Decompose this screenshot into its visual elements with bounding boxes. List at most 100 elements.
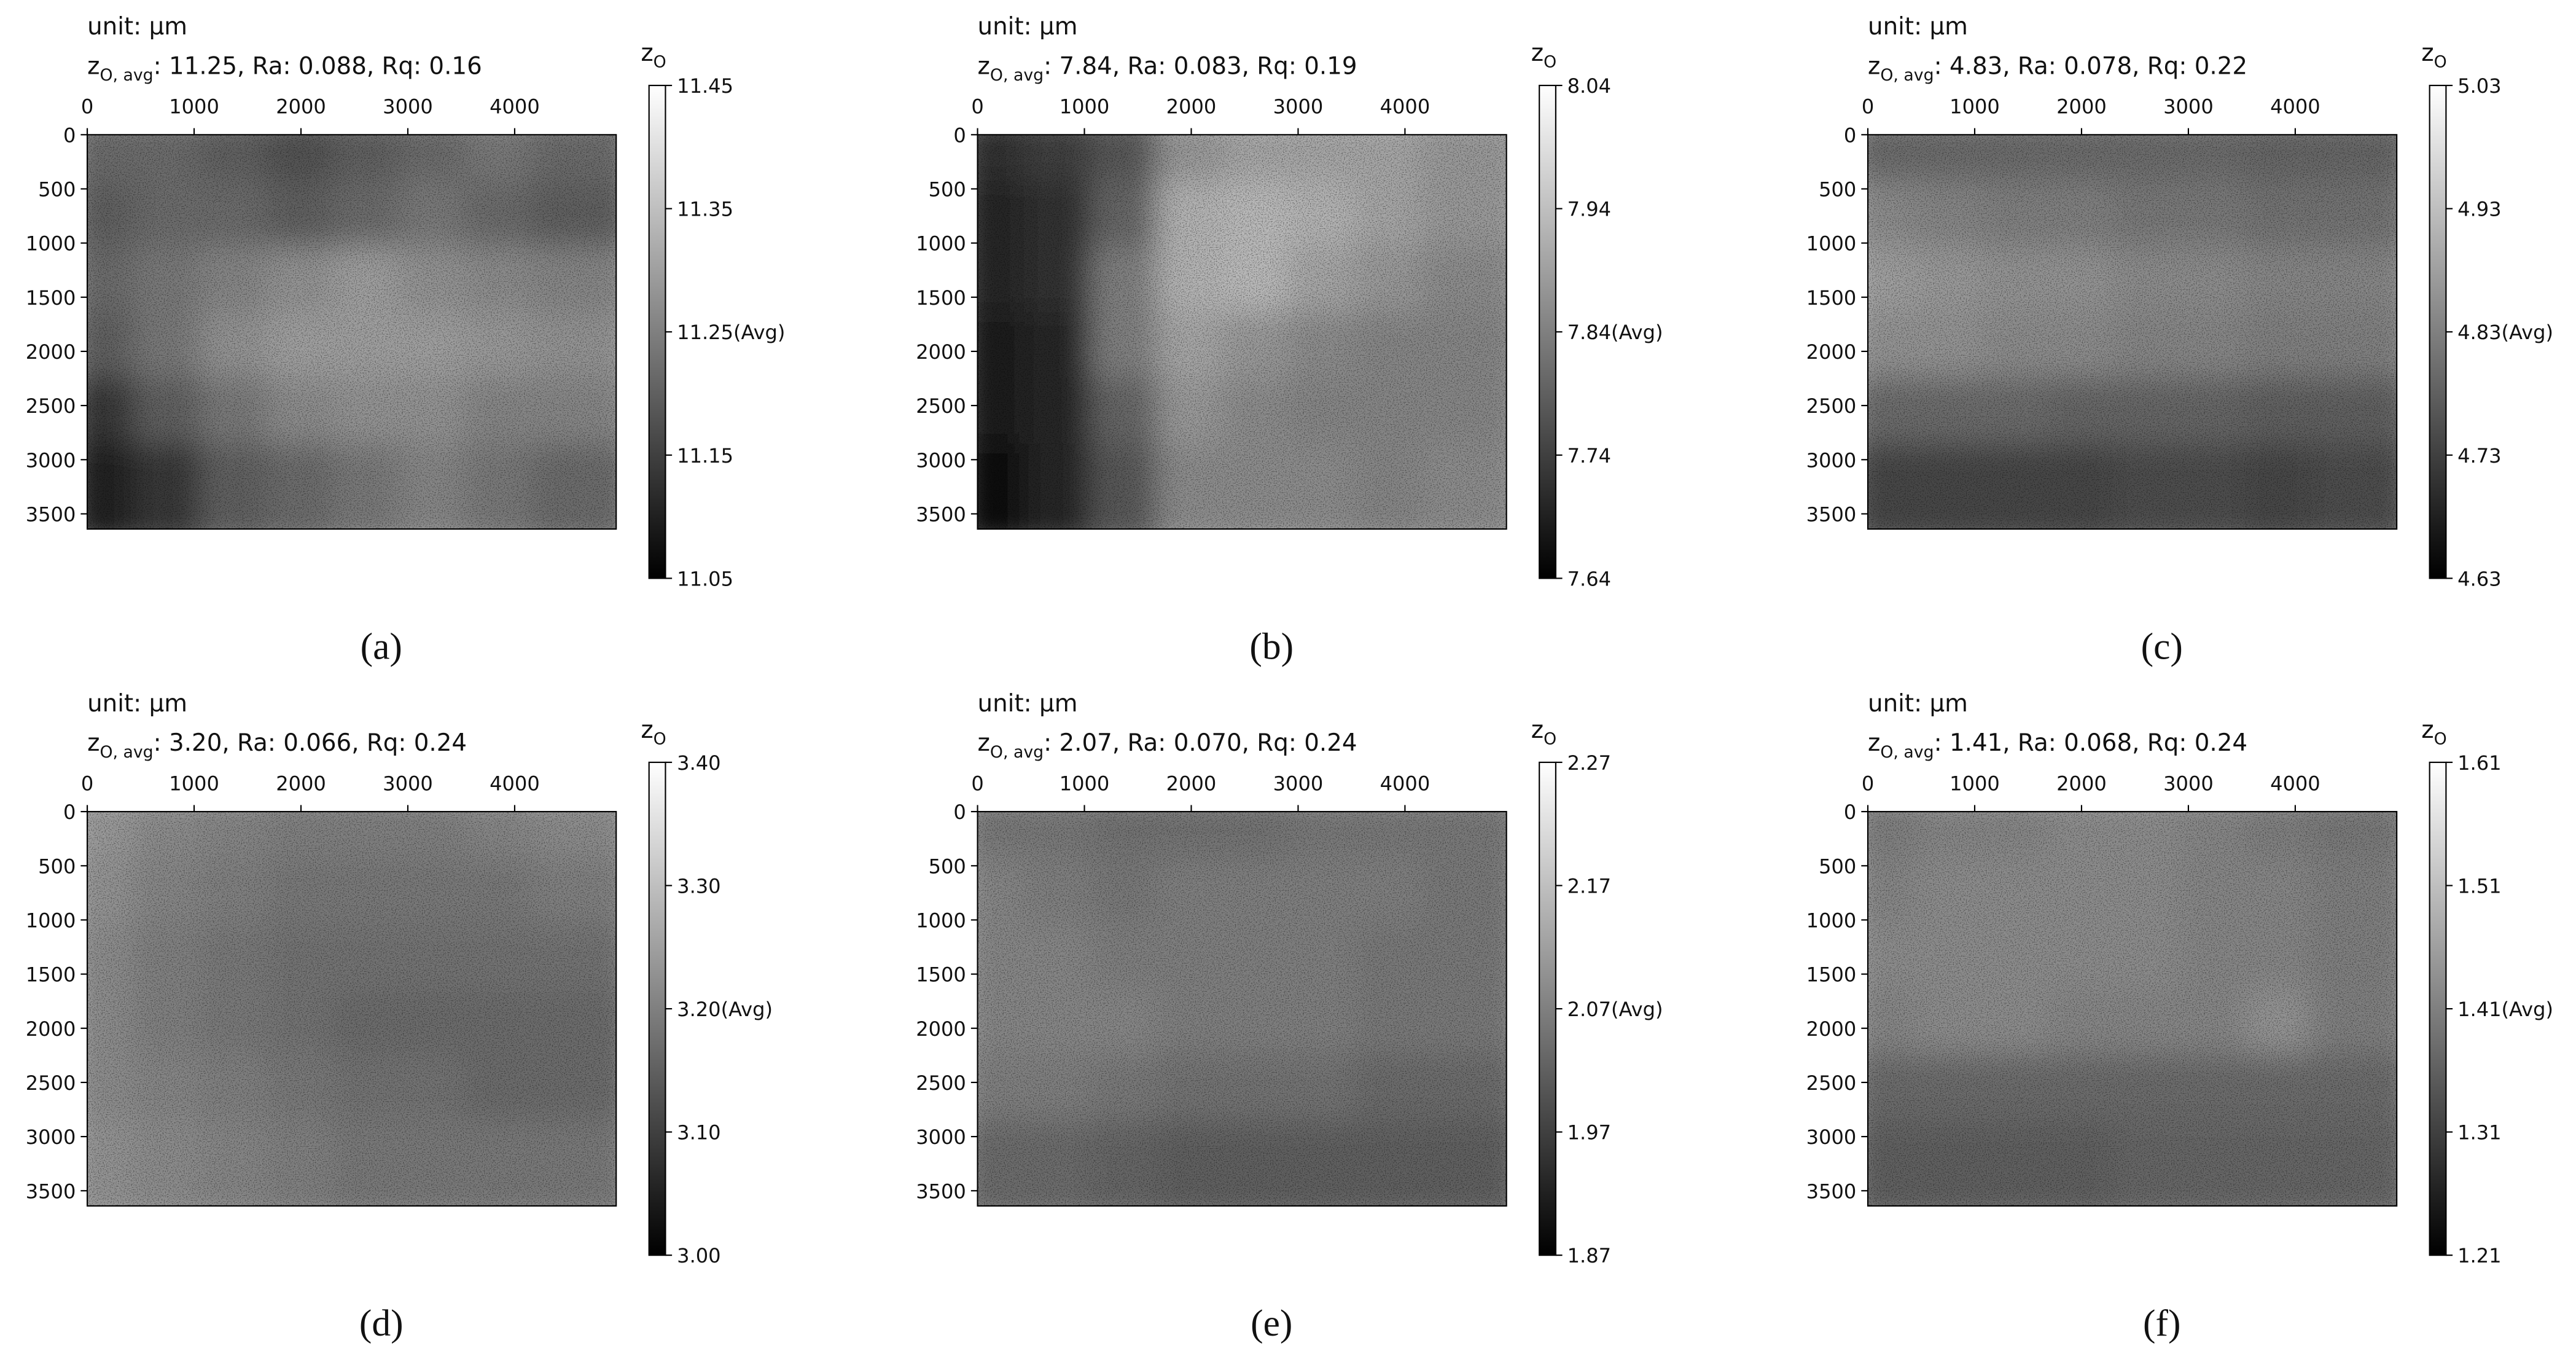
colorbar-label-subscript: O bbox=[1544, 729, 1556, 748]
subtitle-symbol: z bbox=[1868, 729, 1880, 757]
y-tick-label: 500 bbox=[929, 855, 966, 878]
y-tick-label: 500 bbox=[929, 178, 966, 201]
y-tick-label: 2500 bbox=[916, 394, 966, 418]
colorbar-tick-label: 3.10 bbox=[677, 1121, 720, 1145]
y-tick-label: 2000 bbox=[916, 340, 966, 364]
colorbar-tick-label: 2.17 bbox=[1567, 874, 1611, 898]
colorbar-tick-label: 11.15 bbox=[677, 444, 733, 468]
y-tick-label: 2500 bbox=[26, 1071, 76, 1095]
colorbar-tick-label: 4.93 bbox=[2457, 198, 2501, 221]
colorbar bbox=[648, 84, 666, 579]
y-tick-label: 500 bbox=[38, 178, 76, 201]
x-tick-label: 4000 bbox=[2270, 95, 2320, 119]
subtitle-text: : 1.41, Ra: 0.068, Rq: 0.24 bbox=[1934, 729, 2247, 757]
subtitle-text: : 7.84, Ra: 0.083, Rq: 0.19 bbox=[1044, 52, 1357, 80]
x-tick-label: 1000 bbox=[1060, 772, 1110, 795]
subtitle-symbol: z bbox=[978, 52, 990, 80]
y-tick-label: 0 bbox=[1844, 123, 1856, 147]
y-tick-label: 0 bbox=[63, 800, 76, 824]
y-tick-label: 1000 bbox=[916, 232, 966, 256]
colorbar-tick-label: 1.31 bbox=[2457, 1121, 2501, 1145]
unit-label: unit: µm bbox=[978, 690, 1078, 718]
y-tick-label: 3000 bbox=[26, 1125, 76, 1149]
colorbar-tick-label: 4.83(Avg) bbox=[2457, 321, 2553, 344]
panel: unit: µm zO, avg: 4.83, Ra: 0.078, Rq: 0.… bbox=[1806, 13, 2553, 667]
x-tick-label: 0 bbox=[1862, 95, 1874, 119]
y-tick-label: 2000 bbox=[26, 340, 76, 364]
colorbar-tick-label: 1.41(Avg) bbox=[2457, 998, 2553, 1021]
panel-label: (d) bbox=[359, 1302, 404, 1344]
colorbar bbox=[1539, 761, 1556, 1256]
colorbar-tick-label: 7.64 bbox=[1567, 567, 1611, 590]
y-tick-label: 3500 bbox=[1806, 1180, 1857, 1203]
y-tick-label: 3000 bbox=[916, 448, 966, 472]
axes-frame bbox=[977, 811, 1507, 1207]
x-tick-label: 4000 bbox=[1380, 95, 1430, 119]
y-tick-label: 3500 bbox=[1806, 503, 1857, 526]
y-tick-label: 1500 bbox=[916, 963, 966, 987]
grain bbox=[1868, 135, 2397, 530]
y-tick-label: 2000 bbox=[916, 1017, 966, 1041]
colorbar bbox=[1539, 84, 1556, 579]
colorbar-tick-label: 7.84(Avg) bbox=[1567, 321, 1663, 344]
subtitle-subscript: O, avg bbox=[100, 743, 153, 762]
x-tick-label: 4000 bbox=[490, 95, 540, 119]
colorbar-tick-label: 3.40 bbox=[677, 751, 720, 775]
x-tick-label: 3000 bbox=[1273, 772, 1324, 795]
x-tick-label: 3000 bbox=[2163, 95, 2214, 119]
x-tick-label: 2000 bbox=[2056, 772, 2107, 795]
colorbar-tick-label: 4.63 bbox=[2457, 567, 2501, 590]
x-tick-label: 2000 bbox=[1166, 95, 1217, 119]
panel-label: (b) bbox=[1249, 625, 1294, 667]
colorbar-label-subscript: O bbox=[654, 53, 666, 72]
panel-label: (c) bbox=[2141, 625, 2183, 667]
colorbar-label: zO bbox=[641, 39, 666, 72]
y-tick-label: 2500 bbox=[916, 1071, 966, 1095]
subtitle-text: : 11.25, Ra: 0.088, Rq: 0.16 bbox=[154, 52, 482, 80]
grain bbox=[1868, 812, 2397, 1206]
colorbar-label-symbol: z bbox=[641, 39, 653, 67]
y-tick-label: 3000 bbox=[26, 448, 76, 472]
subtitle: zO, avg: 4.83, Ra: 0.078, Rq: 0.22 bbox=[1868, 52, 2247, 85]
colorbar-tick-label: 7.94 bbox=[1567, 198, 1611, 221]
colorbar-tick-label: 5.03 bbox=[2457, 74, 2501, 98]
unit-label: unit: µm bbox=[87, 13, 187, 41]
x-tick-label: 1000 bbox=[169, 95, 219, 119]
x-tick-label: 3000 bbox=[383, 95, 433, 119]
axes-frame bbox=[87, 134, 617, 530]
axes-frame bbox=[1867, 811, 2398, 1207]
y-tick-label: 2500 bbox=[1806, 1071, 1857, 1095]
x-tick-label: 3000 bbox=[2163, 772, 2214, 795]
colorbar bbox=[2429, 761, 2447, 1256]
y-tick-label: 1000 bbox=[1806, 232, 1857, 256]
x-tick-label: 4000 bbox=[490, 772, 540, 795]
x-tick-label: 0 bbox=[81, 95, 93, 119]
x-tick-label: 3000 bbox=[1273, 95, 1324, 119]
colorbar-tick-label: 3.30 bbox=[677, 874, 720, 898]
y-tick-label: 1000 bbox=[1806, 909, 1857, 932]
grain bbox=[87, 812, 617, 1206]
y-tick-label: 1000 bbox=[26, 232, 76, 256]
unit-label: unit: µm bbox=[1868, 13, 1968, 41]
x-tick-label: 1000 bbox=[169, 772, 219, 795]
subtitle: zO, avg: 1.41, Ra: 0.068, Rq: 0.24 bbox=[1868, 729, 2247, 762]
x-tick-label: 1000 bbox=[1950, 772, 2000, 795]
x-tick-label: 2000 bbox=[1166, 772, 1217, 795]
subtitle-subscript: O, avg bbox=[990, 66, 1044, 85]
y-tick-label: 3500 bbox=[916, 1180, 966, 1203]
colorbar-tick-label: 1.51 bbox=[2457, 874, 2501, 898]
colorbar-tick-label: 11.45 bbox=[677, 74, 733, 98]
subtitle-text: : 4.83, Ra: 0.078, Rq: 0.22 bbox=[1934, 52, 2247, 80]
colorbar-tick-label: 4.73 bbox=[2457, 444, 2501, 468]
y-tick-label: 1500 bbox=[26, 963, 76, 987]
colorbar-tick-label: 1.97 bbox=[1567, 1121, 1611, 1145]
axes-frame bbox=[1867, 134, 2398, 530]
x-tick-label: 4000 bbox=[1380, 772, 1430, 795]
y-tick-label: 0 bbox=[953, 800, 966, 824]
colorbar-label-subscript: O bbox=[2434, 729, 2447, 748]
y-tick-label: 3500 bbox=[26, 1180, 76, 1203]
y-tick-label: 1500 bbox=[26, 286, 76, 310]
